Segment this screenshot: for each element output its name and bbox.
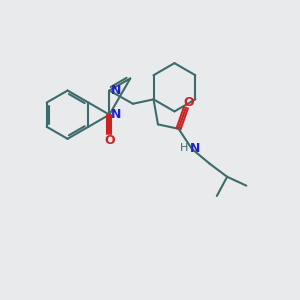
Text: H: H (179, 143, 188, 153)
Text: N: N (111, 108, 121, 121)
Text: N: N (111, 84, 121, 97)
Text: N: N (190, 142, 200, 155)
Text: O: O (104, 134, 115, 147)
Text: O: O (184, 96, 194, 109)
